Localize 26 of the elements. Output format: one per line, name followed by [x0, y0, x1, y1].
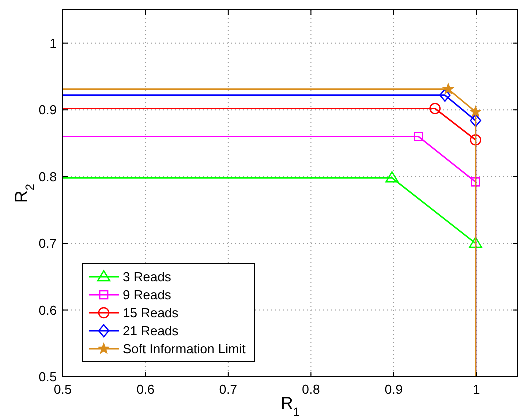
point — [430, 103, 441, 114]
y-tick-label: 0.7 — [38, 236, 57, 252]
point — [470, 114, 482, 128]
point — [440, 88, 451, 102]
y-tick-label: 0.6 — [38, 302, 57, 318]
point — [470, 106, 482, 117]
legend-label: Soft Information Limit — [123, 342, 246, 356]
point — [442, 84, 454, 94]
legend-label: 21 Reads — [123, 324, 180, 338]
x-tick-label: 0.6 — [136, 382, 155, 397]
y-tick-label: 1 — [50, 36, 57, 51]
x-tick-label: 0.5 — [54, 382, 72, 397]
legend-label: 9 Reads — [123, 288, 172, 302]
y-tick-label: 0.8 — [38, 169, 57, 184]
x-tick-label: 1 — [473, 382, 480, 397]
legend-label: 3 Reads — [123, 270, 172, 284]
legend-label: 15 Reads — [123, 306, 180, 320]
x-tick-label: 0.8 — [302, 382, 320, 397]
x-tick-label: 0.9 — [384, 382, 403, 397]
x-tick-label: 0.7 — [219, 382, 238, 397]
x-axis-title: R$_{1}$ — [281, 394, 300, 417]
y-tick-label: 0.9 — [38, 102, 57, 118]
y-tick-label: 0.5 — [38, 370, 57, 384]
point — [471, 178, 480, 187]
point — [470, 134, 482, 146]
point — [414, 132, 424, 142]
